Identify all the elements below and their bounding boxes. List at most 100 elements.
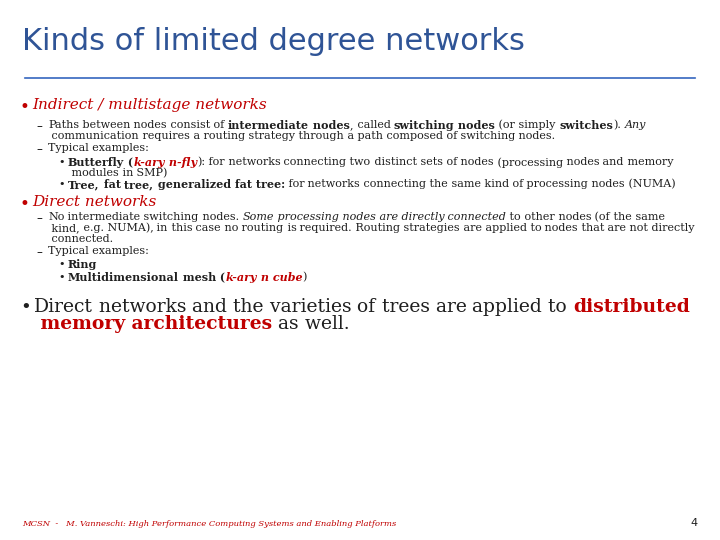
Text: between: between [79,120,130,130]
Text: of: of [443,157,457,167]
Text: •: • [58,179,65,189]
Text: connected: connected [444,212,506,222]
Text: intermediate: intermediate [228,120,309,131]
Text: applied: applied [482,223,526,233]
Text: nodes: nodes [454,120,495,131]
Text: networks: networks [305,179,360,189]
Text: a: a [189,131,199,141]
Text: •: • [58,157,65,167]
Text: •: • [58,259,65,269]
Text: connecting: connecting [281,157,346,167]
Text: no: no [221,223,238,233]
Text: k-ary: k-ary [225,272,257,283]
Text: nodes.: nodes. [199,212,239,222]
Text: distributed: distributed [573,298,690,316]
Text: of: of [210,120,225,130]
Text: MCSN  -   M. Vanneschi: High Performance Computing Systems and Enabling Platform: MCSN - M. Vanneschi: High Performance Co… [22,520,396,528]
Text: same: same [631,212,665,222]
Text: tree,: tree, [120,179,153,190]
Text: distinct: distinct [371,157,417,167]
Text: –: – [36,212,42,225]
Text: (NUMA): (NUMA) [625,179,675,190]
Text: sets: sets [417,157,443,167]
Text: the: the [228,298,264,316]
Text: n: n [257,272,269,283]
Text: and: and [186,298,228,316]
Text: varieties: varieties [264,298,351,316]
Text: architectures: architectures [125,315,272,333]
Text: communication: communication [48,131,139,141]
Text: Kinds of limited degree networks: Kinds of limited degree networks [22,27,525,56]
Text: other: other [521,212,554,222]
Text: of: of [443,131,457,141]
Text: Routing: Routing [352,223,400,233]
Text: (of: (of [591,212,610,222]
Text: are: are [459,223,482,233]
Text: applied: applied [467,298,542,316]
Text: well.: well. [299,315,350,333]
Text: are: are [430,298,467,316]
Text: two: two [346,157,371,167]
Text: •: • [20,195,30,213]
Text: called: called [354,120,390,130]
Text: memory: memory [624,157,673,167]
Text: cube: cube [269,272,302,283]
Text: ).: ). [613,120,621,130]
Text: Ring: Ring [68,259,97,270]
Text: of: of [509,179,523,189]
Text: switching: switching [457,131,515,141]
Text: Some: Some [243,212,274,222]
Text: connecting: connecting [360,179,426,189]
Text: Typical examples:: Typical examples: [48,246,149,256]
Text: for: for [284,179,305,189]
Text: intermediate: intermediate [64,212,140,222]
Text: mesh: mesh [179,272,216,283]
Text: n-fly: n-fly [165,157,197,168]
Text: k-ary: k-ary [133,157,165,168]
Text: fat: fat [99,179,120,190]
Text: Indirect / multistage networks: Indirect / multistage networks [32,98,266,112]
Text: generalized: generalized [153,179,230,190]
Text: Any: Any [624,120,646,130]
Text: connected.: connected. [48,234,113,244]
Text: processing: processing [274,212,338,222]
Text: Direct: Direct [34,298,93,316]
Text: trees: trees [376,298,430,316]
Text: of: of [351,298,376,316]
Text: (processing: (processing [493,157,562,167]
Text: nodes: nodes [130,120,167,130]
Text: (: ( [216,272,225,283]
Text: •: • [58,272,65,282]
Text: routing: routing [199,131,245,141]
Text: •: • [20,98,30,116]
Text: and: and [599,157,624,167]
Text: as: as [272,315,299,333]
Text: not: not [626,223,648,233]
Text: Tree,: Tree, [68,179,99,190]
Text: composed: composed [382,131,443,141]
Text: consist: consist [167,120,210,130]
Text: ,: , [350,120,354,130]
Text: strategy: strategy [245,131,294,141]
Text: 4: 4 [691,518,698,528]
Text: is: is [284,223,297,233]
Text: nodes: nodes [562,157,599,167]
Text: nodes: nodes [338,212,376,222]
Text: –: – [36,120,42,133]
Text: directly: directly [648,223,695,233]
Text: kind: kind [481,179,509,189]
Text: Typical examples:: Typical examples: [48,143,149,153]
Text: are: are [604,223,626,233]
Text: Butterfly: Butterfly [68,157,125,168]
Text: are: are [376,212,397,222]
Text: that: that [578,223,604,233]
Text: No: No [48,212,64,222]
Text: ):: ): [197,157,205,167]
Text: e.g.: e.g. [80,223,104,233]
Text: nodes: nodes [541,223,578,233]
Text: Paths: Paths [48,120,79,130]
Text: •: • [20,298,31,316]
Text: this: this [168,223,192,233]
Text: strategies: strategies [400,223,459,233]
Text: in: in [119,168,133,178]
